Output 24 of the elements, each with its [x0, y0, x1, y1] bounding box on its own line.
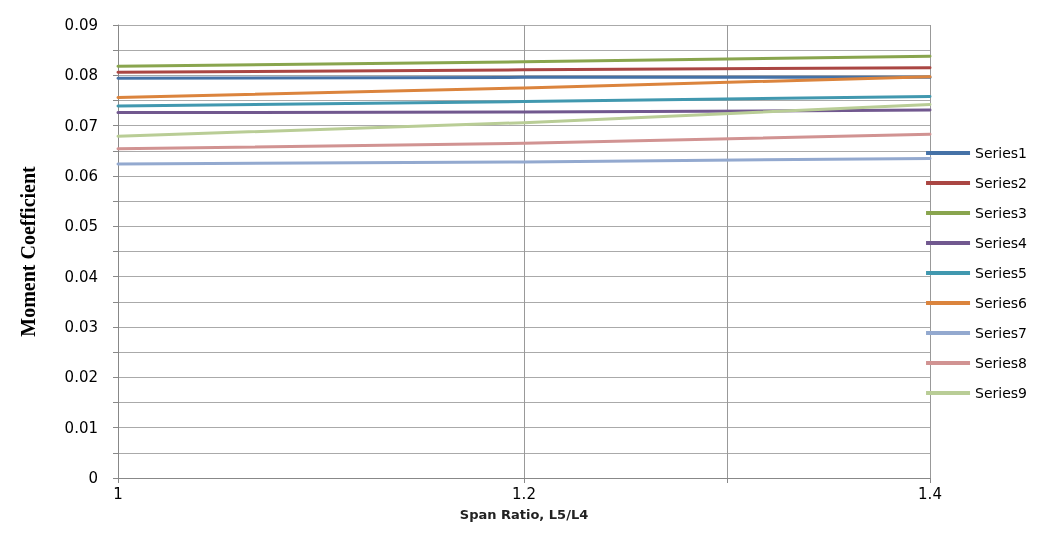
- x-tick-label: 1: [113, 484, 123, 503]
- x-axis-title: Span Ratio, L5/L4: [459, 507, 589, 522]
- y-tick-label: 0.07: [64, 116, 98, 135]
- y-tick-label: 0.05: [64, 217, 98, 236]
- legend-label: Series6: [975, 295, 1028, 311]
- y-tick-label: 0.03: [64, 318, 98, 336]
- legend-label: Series7: [975, 325, 1028, 341]
- y-tick-label: 0.01: [64, 418, 98, 437]
- legend-label: Series4: [975, 235, 1028, 251]
- legend-label: Series2: [975, 175, 1028, 191]
- legend-label: Series5: [975, 265, 1028, 281]
- y-tick-label: 0: [88, 469, 98, 487]
- legend-label: Series9: [975, 385, 1028, 401]
- legend-label: Series1: [975, 145, 1028, 161]
- y-tick-label: 0.06: [64, 167, 98, 185]
- y-axis-title: Moment Coefficient: [17, 165, 39, 337]
- y-tick-label: 0.04: [64, 267, 98, 286]
- legend-label: Series3: [975, 205, 1028, 221]
- y-tick-label: 0.09: [64, 16, 98, 34]
- y-tick-label: 0.02: [64, 368, 98, 387]
- x-tick-label: 1.4: [918, 484, 942, 503]
- legend-label: Series8: [975, 355, 1028, 371]
- x-tick-label: 1.2: [512, 484, 536, 503]
- y-tick-label: 0.08: [64, 66, 98, 85]
